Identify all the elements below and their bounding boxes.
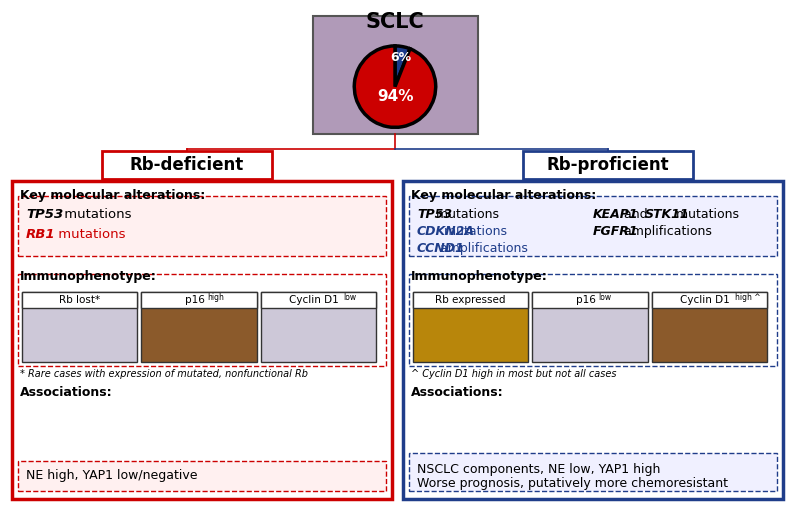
Text: p16: p16 bbox=[576, 295, 596, 305]
Text: Rb expressed: Rb expressed bbox=[435, 295, 506, 305]
Bar bbox=[102, 151, 272, 179]
Text: and: and bbox=[620, 208, 652, 221]
Text: high: high bbox=[207, 293, 225, 301]
Text: KEAP1: KEAP1 bbox=[593, 208, 638, 221]
Text: Associations:: Associations: bbox=[411, 386, 504, 399]
Text: * Rare cases with expression of mutated, nonfunctional Rb: * Rare cases with expression of mutated,… bbox=[20, 369, 308, 379]
Text: 6%: 6% bbox=[391, 51, 411, 64]
Bar bbox=[142, 292, 256, 308]
Bar bbox=[18, 196, 386, 256]
Text: low: low bbox=[343, 293, 357, 301]
Bar bbox=[18, 274, 386, 366]
Text: TP53: TP53 bbox=[417, 208, 452, 221]
Text: STK11: STK11 bbox=[645, 208, 689, 221]
Text: Immunophenotype:: Immunophenotype: bbox=[20, 270, 157, 283]
Bar bbox=[652, 292, 767, 308]
Text: amplifications: amplifications bbox=[436, 242, 528, 255]
Text: Immunophenotype:: Immunophenotype: bbox=[411, 270, 547, 283]
Text: NSCLC components, NE low, YAP1 high: NSCLC components, NE low, YAP1 high bbox=[417, 463, 660, 476]
Text: RB1: RB1 bbox=[26, 228, 55, 241]
Text: Key molecular alterations:: Key molecular alterations: bbox=[411, 189, 596, 202]
Bar bbox=[18, 461, 386, 491]
Bar bbox=[413, 292, 528, 308]
Text: mutations: mutations bbox=[672, 208, 739, 221]
Bar bbox=[409, 196, 777, 256]
Text: CCND1: CCND1 bbox=[417, 242, 465, 255]
Wedge shape bbox=[395, 46, 410, 87]
Text: FGFR1: FGFR1 bbox=[593, 225, 638, 238]
Bar bbox=[532, 292, 648, 308]
Text: Rb-proficient: Rb-proficient bbox=[547, 156, 669, 174]
Bar bbox=[403, 181, 783, 499]
Bar bbox=[652, 292, 767, 362]
Text: SCLC: SCLC bbox=[365, 12, 425, 32]
Bar bbox=[413, 292, 528, 362]
Bar bbox=[261, 292, 376, 362]
Text: high ^: high ^ bbox=[735, 293, 760, 301]
Text: Rb-deficient: Rb-deficient bbox=[130, 156, 244, 174]
Text: 94%: 94% bbox=[377, 89, 413, 104]
Text: NE high, YAP1 low/negative: NE high, YAP1 low/negative bbox=[26, 469, 198, 483]
Text: ^ Cyclin D1 high in most but not all cases: ^ Cyclin D1 high in most but not all cas… bbox=[411, 369, 616, 379]
Bar bbox=[409, 274, 777, 366]
Bar bbox=[409, 453, 777, 491]
Text: Cyclin D1: Cyclin D1 bbox=[290, 295, 339, 305]
Bar bbox=[22, 292, 138, 362]
Bar bbox=[523, 151, 693, 179]
Bar bbox=[261, 292, 376, 308]
Text: Associations:: Associations: bbox=[20, 386, 112, 399]
Text: amplifications: amplifications bbox=[620, 225, 713, 238]
Text: mutations: mutations bbox=[54, 228, 126, 241]
Text: Worse prognosis, putatively more chemoresistant: Worse prognosis, putatively more chemore… bbox=[417, 477, 728, 490]
Text: Rb lost*: Rb lost* bbox=[59, 295, 100, 305]
Wedge shape bbox=[354, 46, 436, 127]
Text: Cyclin D1: Cyclin D1 bbox=[680, 295, 730, 305]
Bar bbox=[22, 292, 138, 308]
Text: Key molecular alterations:: Key molecular alterations: bbox=[20, 189, 205, 202]
Bar bbox=[142, 292, 256, 362]
Bar bbox=[12, 181, 392, 499]
Text: p16: p16 bbox=[185, 295, 205, 305]
Bar bbox=[532, 292, 648, 362]
Text: mutations: mutations bbox=[440, 225, 507, 238]
Text: mutations: mutations bbox=[60, 208, 131, 221]
Text: mutations: mutations bbox=[433, 208, 499, 221]
Bar bbox=[313, 16, 478, 134]
Text: CDKN2A: CDKN2A bbox=[417, 225, 475, 238]
Text: TP53: TP53 bbox=[26, 208, 63, 221]
Text: low: low bbox=[599, 293, 611, 301]
